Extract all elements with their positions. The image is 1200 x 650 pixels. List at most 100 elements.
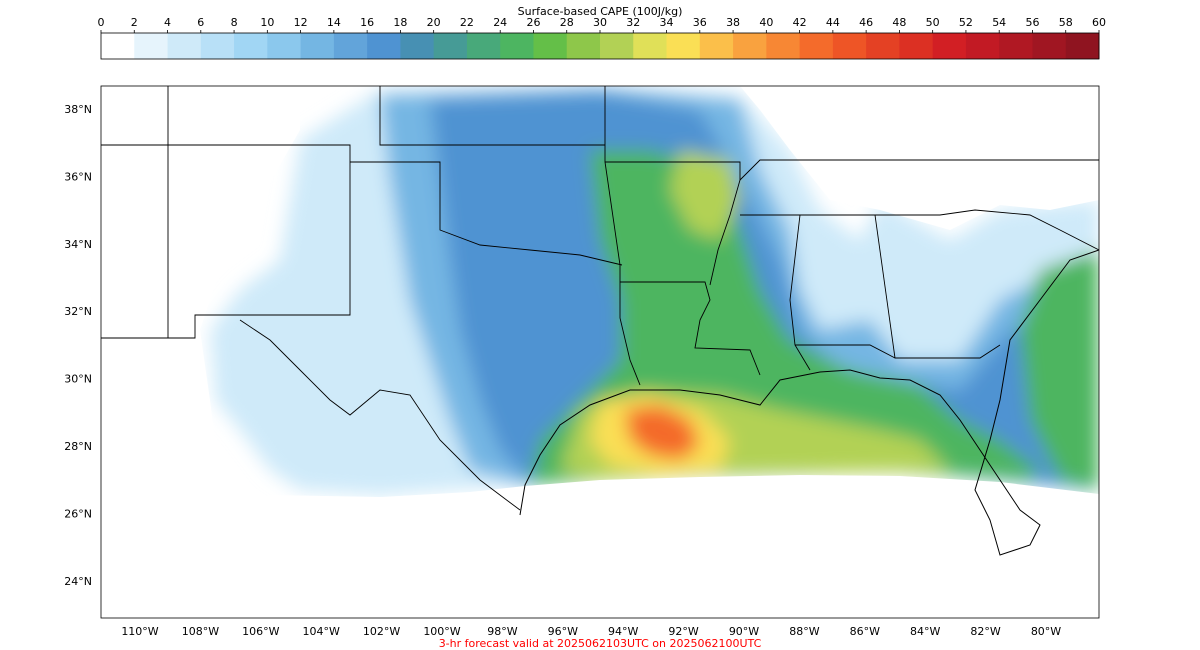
colorbar-swatch <box>300 33 335 59</box>
colorbar-tick-label: 10 <box>260 16 274 29</box>
colorbar-tick-label: 30 <box>593 16 607 29</box>
colorbar-tick-label: 48 <box>892 16 906 29</box>
colorbar-swatch <box>566 33 601 59</box>
colorbar-title: Surface-based CAPE (100J/kg) <box>518 5 683 18</box>
colorbar-swatch <box>600 33 634 59</box>
colorbar-swatch <box>1032 33 1067 59</box>
colorbar-tick-label: 52 <box>959 16 973 29</box>
colorbar-swatch <box>400 33 435 59</box>
longitude-label: 108°W <box>182 625 219 638</box>
latitude-label: 34°N <box>64 238 92 251</box>
colorbar-swatch <box>999 33 1033 59</box>
colorbar-swatch <box>367 33 401 59</box>
longitude-label: 106°W <box>242 625 279 638</box>
colorbar-tick-label: 24 <box>493 16 507 29</box>
colorbar-swatch <box>832 33 867 59</box>
colorbar-tick-label: 16 <box>360 16 374 29</box>
colorbar-swatch <box>1065 33 1100 59</box>
colorbar-swatch <box>101 33 135 59</box>
colorbar-tick-label: 56 <box>1025 16 1039 29</box>
colorbar-swatch <box>899 33 934 59</box>
gulf-coastline <box>519 249 1099 556</box>
colorbar-swatch <box>699 33 734 59</box>
longitude-label: 88°W <box>789 625 819 638</box>
domain-mask-south <box>101 475 1099 618</box>
colorbar-tick-label: 40 <box>759 16 773 29</box>
colorbar-swatch <box>965 33 1000 59</box>
colorbar-swatch <box>267 33 302 59</box>
colorbar-tick-label: 22 <box>460 16 474 29</box>
colorbar-tick-label: 32 <box>626 16 640 29</box>
longitude-label: 90°W <box>729 625 759 638</box>
colorbar-tick-label: 46 <box>859 16 873 29</box>
colorbar-swatch <box>766 33 801 59</box>
longitude-label: 84°W <box>910 625 940 638</box>
cape-region-very-high-north <box>670 150 740 240</box>
colorbar-swatch <box>733 33 767 59</box>
map-frame <box>100 85 1100 619</box>
colorbar-tick-label: 8 <box>231 16 238 29</box>
map-area <box>101 86 1099 618</box>
colorbar-tick-label: 2 <box>131 16 138 29</box>
longitude-label: 80°W <box>1031 625 1061 638</box>
colorbar-swatch <box>932 33 967 59</box>
longitude-label: 96°W <box>548 625 578 638</box>
forecast-valid-text: 3-hr forecast valid at 2025062103UTC on … <box>439 637 762 650</box>
latitude-label: 24°N <box>64 575 92 588</box>
colorbar-swatch <box>433 33 468 59</box>
colorbar-swatches <box>101 33 1100 59</box>
colorbar-tick-label: 6 <box>197 16 204 29</box>
cape-region-core-max <box>625 405 700 460</box>
colorbar-swatch <box>666 33 701 59</box>
colorbar-swatch <box>466 33 501 59</box>
longitude-label: 100°W <box>423 625 460 638</box>
colorbar-tick-label: 14 <box>327 16 341 29</box>
colorbar-tick-label: 0 <box>98 16 105 29</box>
latitude-label: 32°N <box>64 305 92 318</box>
colorbar-swatch <box>134 33 169 59</box>
colorbar-swatch <box>333 33 368 59</box>
latitude-label: 30°N <box>64 373 92 386</box>
state-boundaries <box>101 86 1099 511</box>
colorbar-swatch <box>500 33 534 59</box>
colorbar-tick-label: 20 <box>427 16 441 29</box>
colorbar-tick-label: 38 <box>726 16 740 29</box>
colorbar-tick-label: 60 <box>1092 16 1106 29</box>
domain-mask-southeast <box>740 86 1099 230</box>
colorbar-swatch <box>633 33 668 59</box>
colorbar-tick-label: 12 <box>294 16 308 29</box>
colorbar-swatch <box>200 33 235 59</box>
longitude-label: 82°W <box>970 625 1000 638</box>
colorbar-tick-labels: 0 2 4 6 8 10 12 14 16 18 20 22 24 26 28 30 32 34 36 38 40 42 4… <box>98 16 1106 33</box>
colorbar-tick-label: 44 <box>826 16 840 29</box>
colorbar-swatch <box>167 33 202 59</box>
colorbar-swatch <box>533 33 568 59</box>
colorbar-tick-label: 26 <box>526 16 540 29</box>
longitude-labels: 110°W 108°W 106°W 104°W 102°W 100°W 98°W 96°W 94… <box>121 625 1061 638</box>
colorbar-tick-label: 42 <box>793 16 807 29</box>
colorbar-tick-label: 50 <box>926 16 940 29</box>
latitude-labels: 38°N 36°N 34°N 32°N 30°N 28°N 26°N 24°N <box>64 103 92 588</box>
colorbar-tick-label: 4 <box>164 16 171 29</box>
longitude-label: 98°W <box>487 625 517 638</box>
colorbar-swatch <box>866 33 900 59</box>
latitude-label: 28°N <box>64 440 92 453</box>
colorbar-tick-label: 18 <box>393 16 407 29</box>
latitude-label: 38°N <box>64 103 92 116</box>
colorbar-tick-label: 34 <box>660 16 674 29</box>
colorbar-tick-label: 36 <box>693 16 707 29</box>
longitude-label: 110°W <box>121 625 158 638</box>
latitude-label: 36°N <box>64 170 92 183</box>
colorbar-frame <box>100 32 1100 60</box>
colorbar-swatch <box>234 33 268 59</box>
latitude-label: 26°N <box>64 507 92 520</box>
longitude-label: 94°W <box>608 625 638 638</box>
longitude-label: 102°W <box>363 625 400 638</box>
colorbar-tick-label: 58 <box>1059 16 1073 29</box>
colorbar-tick-label: 54 <box>992 16 1006 29</box>
domain-mask-west <box>101 86 300 520</box>
cape-region-high-east <box>1020 250 1099 490</box>
longitude-label: 104°W <box>303 625 340 638</box>
longitude-label: 92°W <box>668 625 698 638</box>
